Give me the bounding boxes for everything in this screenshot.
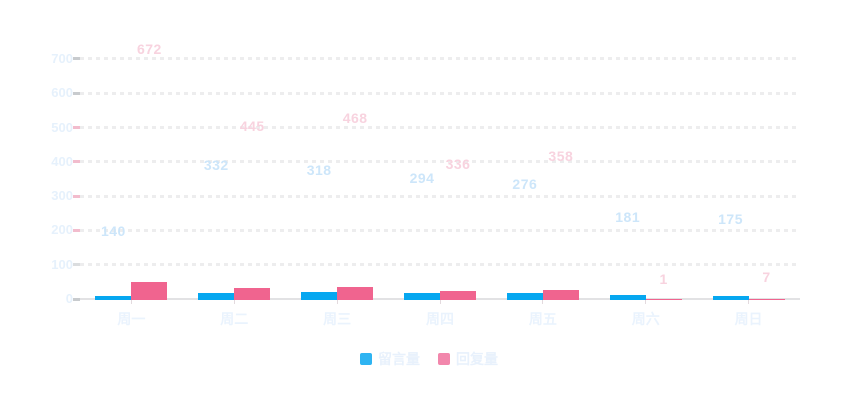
replies-legend-swatch	[438, 353, 450, 365]
y-axis-tick	[73, 91, 80, 95]
replies-value-label: 672	[136, 40, 162, 57]
y-axis-label: 600	[51, 85, 73, 101]
y-axis-label: 400	[51, 153, 73, 169]
x-axis-label: 周一	[117, 311, 146, 327]
x-axis-tick	[542, 300, 544, 304]
gridline	[80, 263, 797, 267]
x-axis-tick	[439, 300, 441, 304]
x-axis-label: 周五	[528, 311, 557, 327]
x-axis-label: 周日	[734, 311, 763, 327]
bar-messages[interactable]	[506, 292, 543, 300]
replies-value-label: 1	[659, 270, 668, 287]
y-axis-label: 300	[51, 188, 73, 204]
messages-value-label: 332	[203, 157, 229, 174]
x-axis-label: 周三	[323, 311, 352, 327]
bar-messages[interactable]	[198, 292, 235, 300]
bar-replies[interactable]	[337, 286, 374, 300]
replies-legend-label: 回复量	[456, 351, 498, 367]
messages-value-label: 140	[100, 222, 126, 239]
x-axis-label: 周二	[220, 311, 249, 327]
gridline	[80, 126, 797, 129]
bar-messages[interactable]	[404, 292, 440, 300]
bar-messages[interactable]	[301, 292, 338, 300]
bar-messages[interactable]	[609, 295, 646, 300]
y-axis-label: 700	[51, 50, 73, 66]
y-axis-tick	[73, 194, 80, 198]
replies-value-label: 7	[762, 268, 771, 285]
replies-value-label: 336	[445, 155, 471, 172]
messages-legend-swatch	[360, 353, 372, 365]
gridline	[80, 91, 797, 95]
bar-replies[interactable]	[131, 282, 168, 300]
replies-value-label: 468	[342, 110, 368, 127]
replies-value-label: 445	[239, 118, 265, 135]
bar-replies[interactable]	[234, 287, 271, 300]
gridline	[80, 194, 797, 198]
chart-legend: 留言量 回复量	[360, 349, 498, 369]
y-axis-label: 0	[65, 291, 73, 306]
x-axis-label: 周六	[631, 311, 660, 327]
x-axis-tick	[233, 300, 235, 304]
y-axis-label: 500	[51, 119, 73, 135]
x-axis-tick	[336, 300, 338, 304]
x-axis-tick	[645, 300, 647, 304]
y-axis-label: 200	[51, 222, 73, 238]
legend-item-messages[interactable]: 留言量	[360, 349, 420, 369]
y-axis-tick	[73, 228, 80, 232]
messages-value-label: 318	[306, 161, 332, 178]
messages-value-label: 181	[615, 208, 641, 225]
bar-messages[interactable]	[712, 296, 749, 300]
x-axis-tick	[130, 300, 132, 304]
legend-item-replies[interactable]: 回复量	[438, 349, 498, 369]
gridline	[80, 57, 797, 61]
bar-messages[interactable]	[95, 296, 132, 300]
replies-value-label: 358	[548, 148, 574, 165]
messages-value-label: 276	[512, 176, 538, 193]
y-axis-tick	[73, 160, 80, 164]
messages-value-label: 175	[718, 210, 743, 227]
gridline	[80, 160, 797, 164]
y-axis-tick	[73, 126, 80, 129]
bar-replies[interactable]	[645, 299, 682, 300]
y-axis-tick	[73, 297, 80, 301]
bar-replies[interactable]	[440, 290, 476, 300]
x-axis-label: 周四	[425, 311, 454, 327]
y-axis-tick	[73, 57, 80, 61]
y-axis-label: 100	[51, 256, 73, 272]
bar-replies[interactable]	[542, 290, 579, 300]
gridline	[80, 228, 797, 232]
y-axis-tick	[73, 263, 80, 267]
bar-replies[interactable]	[748, 298, 785, 300]
x-axis-tick	[748, 300, 750, 304]
messages-value-label: 294	[409, 170, 435, 187]
messages-legend-label: 留言量	[378, 351, 420, 367]
